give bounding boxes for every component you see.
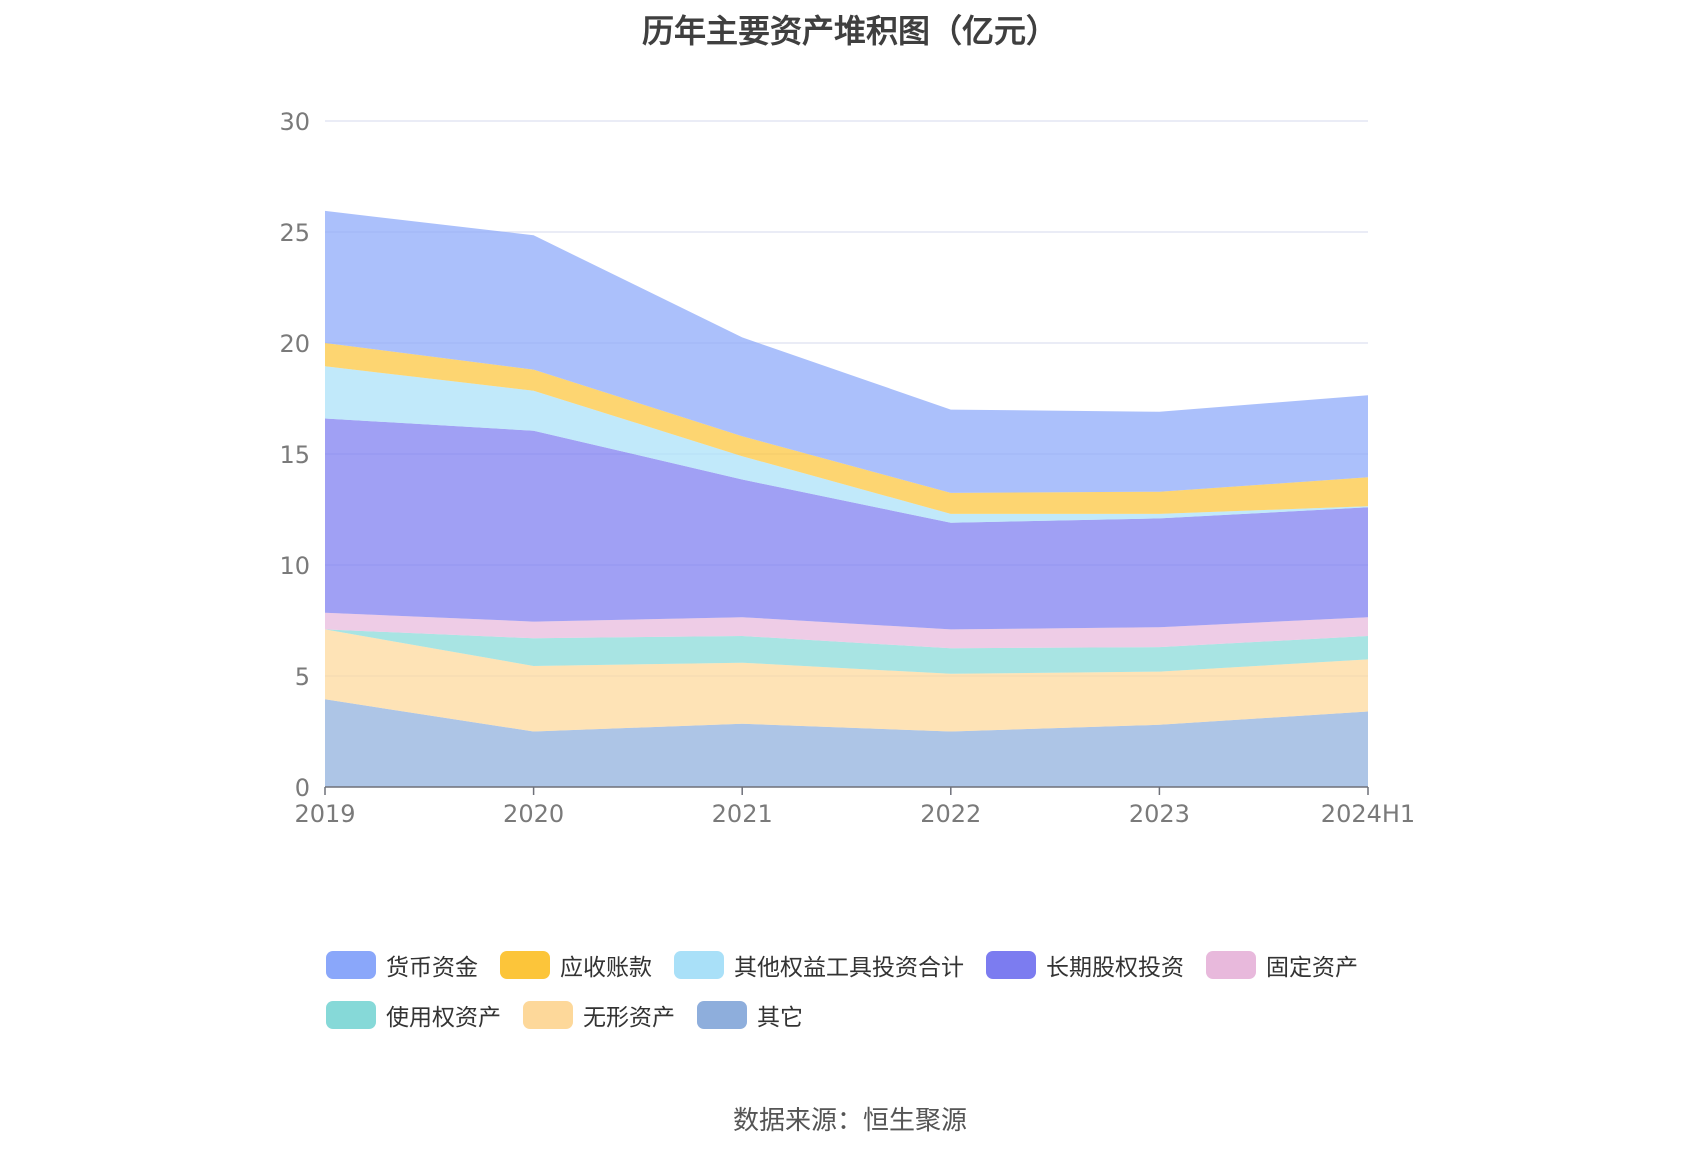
legend-item[interactable]: 无形资产 xyxy=(523,998,675,1032)
legend-item[interactable]: 其他权益工具投资合计 xyxy=(674,948,964,982)
y-tick-label: 0 xyxy=(295,774,310,802)
x-tick-label: 2020 xyxy=(503,800,564,828)
legend-swatch xyxy=(326,951,376,979)
x-tick-label: 2023 xyxy=(1129,800,1190,828)
y-tick-label: 20 xyxy=(279,330,310,358)
legend-swatch xyxy=(326,1001,376,1029)
legend-label: 无形资产 xyxy=(583,1005,675,1031)
legend-swatch xyxy=(697,1001,747,1029)
data-source: 数据来源：恒生聚源 xyxy=(732,1106,967,1136)
area-series xyxy=(325,210,1368,787)
area-series-4 xyxy=(325,418,1368,630)
area-series-6 xyxy=(325,343,1368,514)
area-series-1 xyxy=(325,629,1368,732)
legend-swatch xyxy=(500,951,550,979)
legend-label: 应收账款 xyxy=(560,955,652,981)
legend-label: 使用权资产 xyxy=(386,1005,501,1031)
x-tick-label: 2024H1 xyxy=(1321,800,1415,828)
legend-label: 长期股权投资 xyxy=(1046,955,1184,981)
area-series-0 xyxy=(325,699,1368,787)
y-tick-label: 5 xyxy=(295,663,310,691)
legend-swatch xyxy=(523,1001,573,1029)
legend-label: 其它 xyxy=(757,1005,803,1031)
y-tick-label: 15 xyxy=(279,441,310,469)
y-tick-label: 10 xyxy=(279,552,310,580)
legend-swatch xyxy=(986,951,1036,979)
area-series-2 xyxy=(325,629,1368,674)
y-tick-label: 30 xyxy=(279,108,310,136)
x-tick-label: 2022 xyxy=(920,800,981,828)
area-series-5 xyxy=(325,366,1368,523)
legend-item[interactable]: 其它 xyxy=(697,998,803,1032)
x-tick-label: 2021 xyxy=(712,800,773,828)
area-series-7 xyxy=(325,210,1368,493)
legend-item[interactable]: 应收账款 xyxy=(500,948,652,982)
y-tick-label: 25 xyxy=(279,219,310,247)
axes: 0 5 10 15 20 25 30 2019 2020 2021 2022 2023 2024H1 xyxy=(279,108,1415,828)
legend-item[interactable]: 使用权资产 xyxy=(326,998,501,1032)
legend-item[interactable]: 固定资产 xyxy=(1206,948,1358,982)
legend-item[interactable]: 货币资金 xyxy=(326,948,478,982)
legend: 货币资金 应收账款 其他权益工具投资合计 长期股权投资 固定资产使用权资产 无形资产 其它 xyxy=(326,948,1446,1048)
legend-label: 固定资产 xyxy=(1266,955,1358,981)
chart-title: 历年主要资产堆积图（亿元） xyxy=(641,12,1058,50)
area-series-3 xyxy=(325,612,1368,649)
legend-swatch xyxy=(674,951,724,979)
legend-item[interactable]: 长期股权投资 xyxy=(986,948,1184,982)
legend-swatch xyxy=(1206,951,1256,979)
x-tick-label: 2019 xyxy=(294,800,355,828)
legend-label: 其他权益工具投资合计 xyxy=(734,955,964,981)
legend-label: 货币资金 xyxy=(386,955,478,981)
